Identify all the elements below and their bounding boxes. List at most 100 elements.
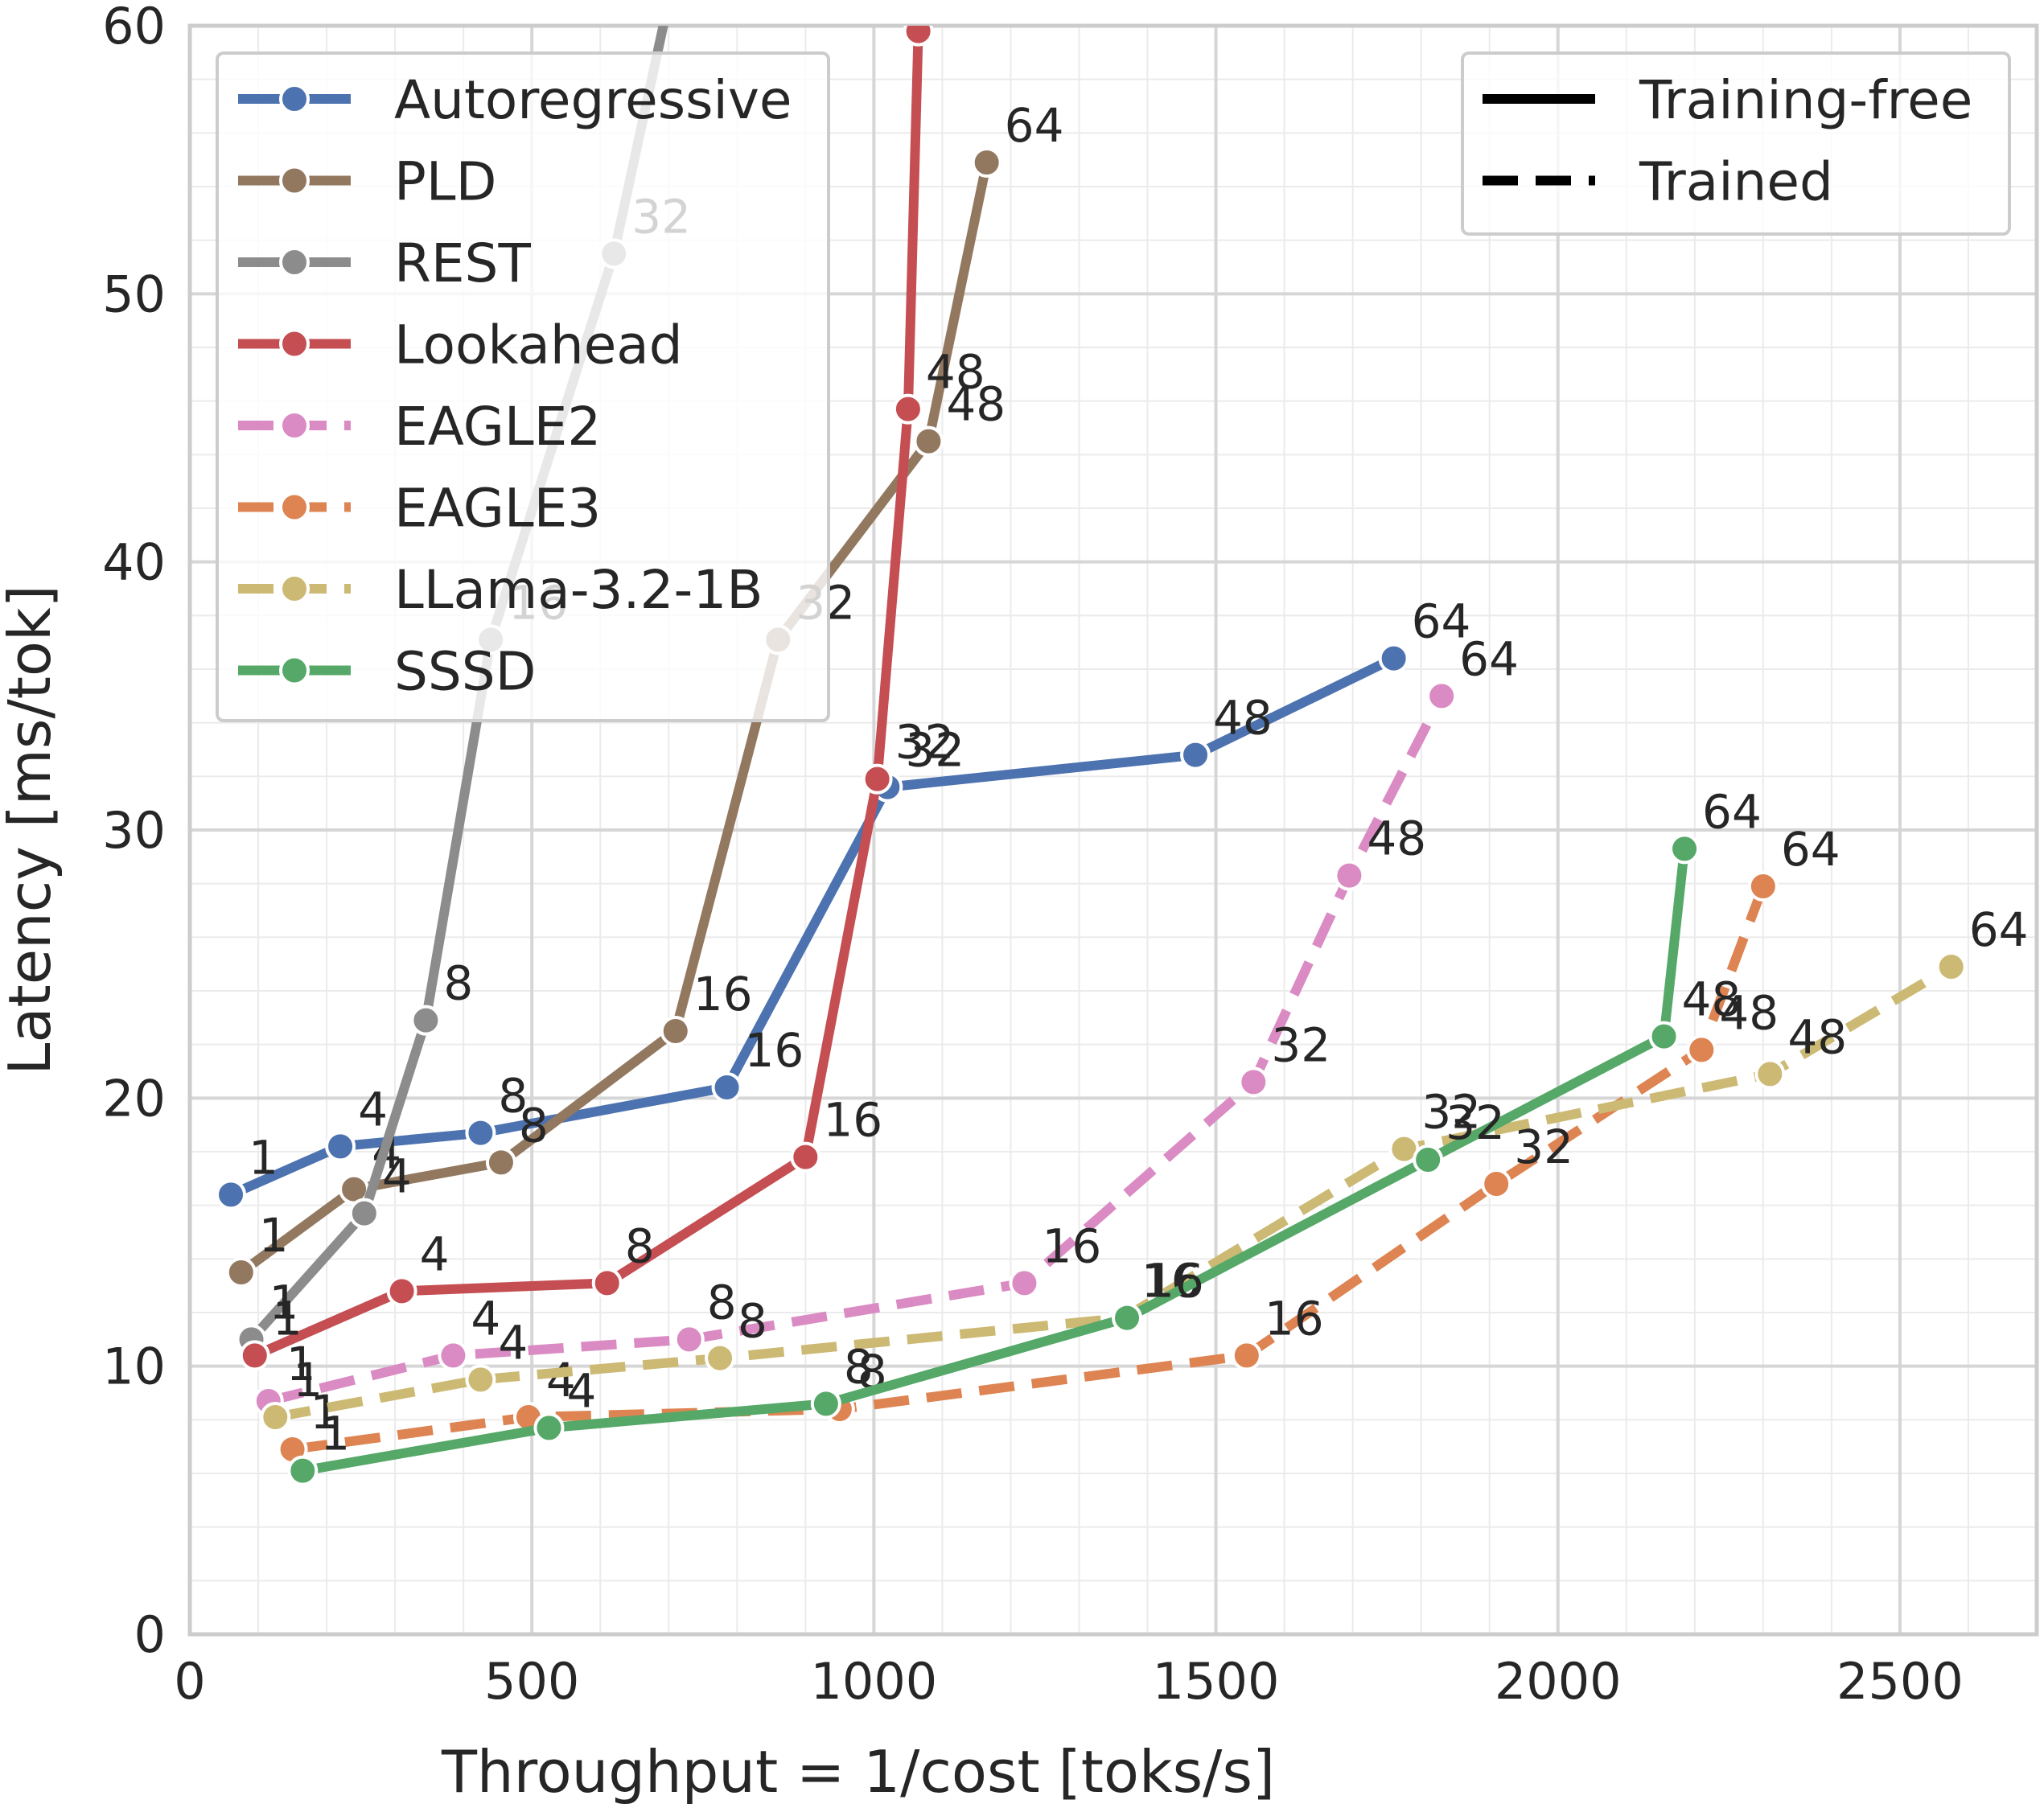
series-legend: Autoregressive PLD REST Lookahead EAGLE2 EAGL…	[216, 51, 830, 722]
data-point	[465, 1117, 496, 1148]
legend-label: PLD	[394, 151, 496, 213]
data-point-label: 32	[895, 715, 955, 770]
data-point	[239, 1340, 270, 1371]
legend-label: Lookahead	[394, 314, 683, 376]
legend-label: EAGLE3	[394, 478, 601, 540]
legend-marker	[279, 573, 310, 604]
data-point	[225, 1257, 257, 1288]
data-point-label: 4	[498, 1315, 528, 1370]
data-point-label: 8	[844, 1339, 874, 1394]
x-tick-label: 2000	[1495, 1652, 1622, 1711]
data-point-label: 1	[259, 1208, 289, 1263]
data-point	[1378, 643, 1409, 674]
data-point	[216, 1179, 247, 1210]
data-point	[1413, 1144, 1444, 1175]
style-legend-item-trained: Trained	[1483, 151, 1833, 213]
data-point-label: 48	[946, 377, 1006, 432]
data-point-label: 64	[1969, 902, 2029, 957]
x-tick-label: 500	[484, 1652, 579, 1711]
data-point-label: 4	[382, 1149, 412, 1204]
data-point-label: 1	[273, 1291, 302, 1346]
data-point-label: 48	[1367, 812, 1426, 866]
data-point	[465, 1364, 496, 1395]
data-point-label: 8	[625, 1218, 655, 1273]
data-point-label: 8	[443, 956, 473, 1011]
data-point-label: 32	[1271, 1017, 1330, 1072]
data-point-label: 4	[471, 1291, 500, 1346]
data-point-label: 16	[693, 967, 753, 1021]
legend-item-pld: PLD	[238, 151, 496, 213]
axes-labels: Throughput = 1/cost [toks/s] Latency [ms…	[0, 0, 1964, 1806]
style-legend: Training-free Trained	[1461, 51, 2011, 236]
data-point	[1669, 833, 1701, 865]
data-point	[913, 425, 944, 457]
data-point	[1754, 1058, 1786, 1090]
legend-label: Autoregressive	[394, 69, 792, 131]
y-tick-label: 40	[102, 533, 166, 592]
legend-marker	[279, 410, 310, 441]
data-point	[892, 393, 923, 425]
data-point	[533, 1412, 565, 1444]
legend-marker	[279, 165, 310, 196]
plot-frame	[187, 23, 2039, 1637]
data-point	[862, 763, 893, 795]
legend-item-sssd: SSSD	[238, 641, 537, 703]
data-point	[260, 1402, 291, 1432]
x-tick-label: 0	[174, 1652, 205, 1711]
data-point-label: 32	[1446, 1095, 1505, 1150]
data-point-label: 8	[707, 1275, 737, 1329]
data-point-label: 16	[823, 1093, 882, 1148]
x-axis-title: Throughput = 1/cost [toks/s]	[441, 1738, 1275, 1806]
data-point	[1426, 680, 1458, 712]
data-point-label: 1	[320, 1407, 350, 1461]
data-point	[591, 1268, 623, 1299]
data-point-label: 1	[249, 1130, 278, 1185]
series-legend-box	[216, 51, 830, 722]
legend-item-lookahead: Lookahead	[238, 314, 683, 376]
data-point-label: 16	[745, 1023, 804, 1078]
style-legend-label: Trained	[1639, 151, 1833, 213]
data-point	[903, 26, 934, 47]
data-point	[660, 1016, 691, 1046]
data-point	[1935, 951, 1967, 982]
data-point-label: 4	[420, 1227, 450, 1281]
legend-item-rest: REST	[238, 232, 531, 294]
y-tick-label: 60	[102, 0, 166, 55]
data-point-label: 64	[1702, 784, 1762, 839]
data-point-label: 1	[311, 1385, 340, 1440]
data-point-label: 32	[1421, 1085, 1481, 1140]
data-point	[287, 1455, 319, 1486]
y-tick-label: 20	[102, 1069, 166, 1128]
data-point	[1112, 1302, 1143, 1333]
data-point-label: 16	[1145, 1254, 1204, 1309]
y-tick-label: 30	[102, 801, 166, 860]
data-point-label: 1	[286, 1337, 316, 1391]
data-point-label: 8	[738, 1294, 767, 1349]
data-point-label: 48	[1213, 691, 1273, 746]
data-point	[1747, 871, 1779, 902]
style-legend-item-training-free: Training-free	[1483, 69, 1972, 131]
data-point-label: 48	[926, 345, 985, 400]
data-point-label: 48	[1719, 985, 1779, 1040]
data-point-label: 8	[498, 1069, 528, 1124]
data-point	[673, 1324, 705, 1355]
data-point	[1009, 1268, 1040, 1299]
y-axis-title: Latency [ms/tok]	[0, 585, 64, 1075]
data-point-label: 1	[269, 1275, 299, 1329]
data-point-label: 16	[1265, 1291, 1324, 1346]
legend-label: REST	[394, 232, 531, 294]
data-point-label: 4	[358, 1082, 388, 1136]
data-point-label: 64	[1005, 98, 1064, 153]
data-point	[1481, 1169, 1512, 1199]
legend-marker	[279, 84, 310, 114]
legend-item-eagle3: EAGLE3	[238, 478, 601, 540]
data-point	[1686, 1034, 1717, 1066]
data-point	[386, 1276, 417, 1307]
data-point	[711, 1072, 742, 1103]
data-point-label: 32	[905, 723, 964, 778]
legend-item-eagle2: EAGLE2	[238, 396, 601, 458]
data-point	[410, 1005, 442, 1036]
